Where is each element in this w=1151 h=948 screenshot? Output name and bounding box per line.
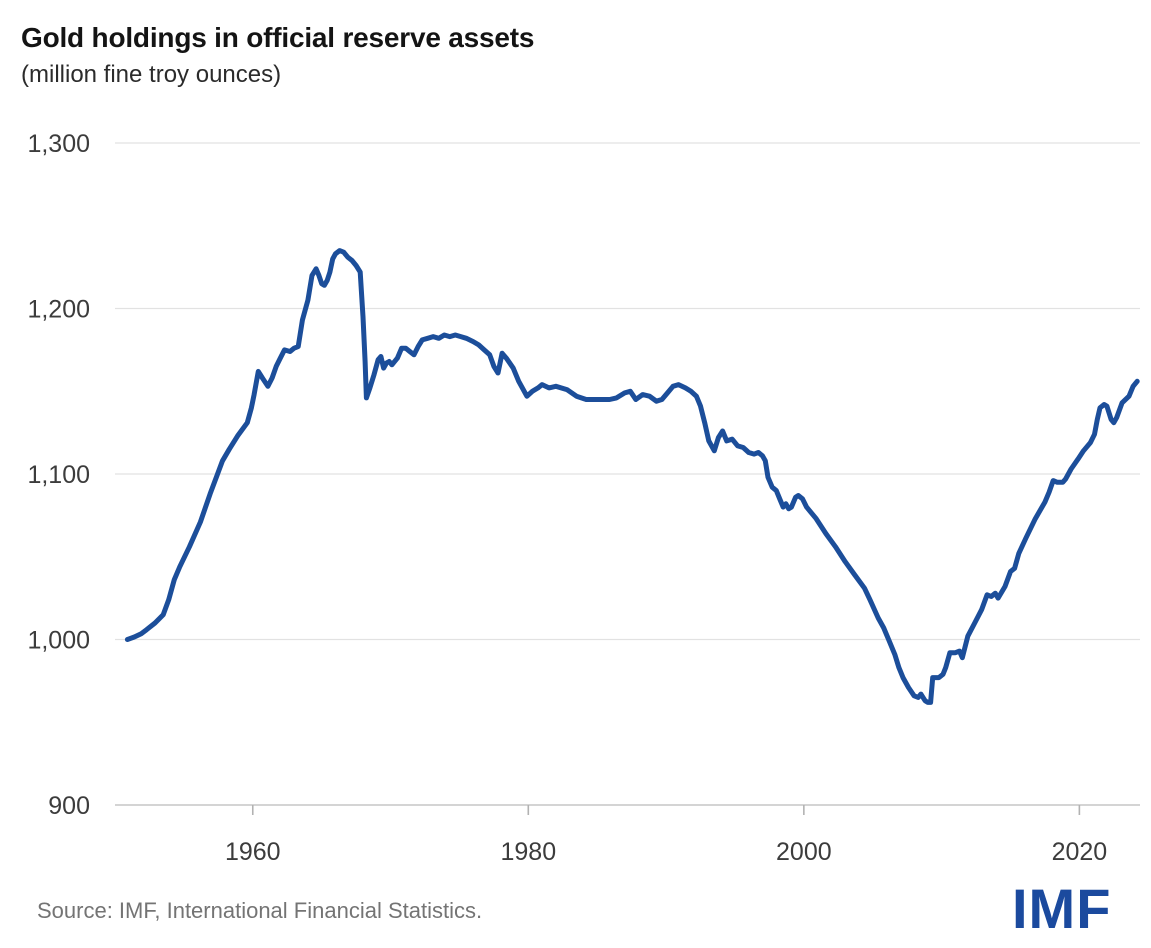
- chart-title: Gold holdings in official reserve assets: [21, 22, 535, 53]
- chart-subtitle: (million fine troy ounces): [21, 61, 282, 88]
- x-axis-tick-label: 1980: [500, 838, 556, 866]
- y-axis-tick-label: 1,200: [27, 296, 90, 324]
- gold-holdings-line: [124, 248, 1140, 705]
- x-axis-tick-label: 1960: [225, 838, 281, 866]
- y-axis-tick-label: 1,300: [27, 130, 90, 158]
- x-axis-tick-label: 2020: [1052, 838, 1108, 866]
- x-axis-tick-label: 2000: [776, 838, 832, 866]
- y-axis-tick-label: 1,100: [27, 461, 90, 489]
- y-axis-tick-label: 900: [48, 792, 90, 820]
- source-note: Source: IMF, International Financial Sta…: [37, 898, 483, 923]
- imf-logo: IMF: [1012, 877, 1112, 940]
- y-axis-tick-label: 1,000: [27, 627, 90, 655]
